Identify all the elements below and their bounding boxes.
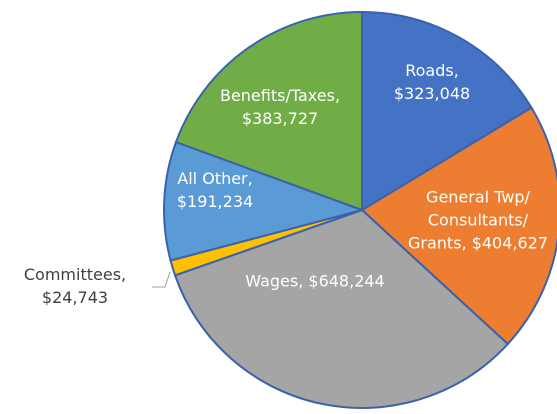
data-label: Committees, $24,743	[15, 263, 135, 309]
category-label: Wages,	[245, 271, 304, 291]
data-label: Wages, $648,244	[205, 270, 425, 293]
value-label: $24,743	[41, 288, 109, 307]
pie-slice	[361, 10, 533, 212]
value-label: $323,048	[393, 84, 471, 103]
pie-slice	[173, 208, 510, 409]
category-label: All Other,	[177, 169, 253, 188]
category-label: Committees,	[23, 265, 127, 284]
category-label: General Twp/Consultants/Grants,	[407, 187, 530, 253]
data-label: Benefits/Taxes, $383,727	[195, 84, 365, 130]
pie-slice	[163, 140, 366, 262]
pie-slice	[174, 10, 363, 212]
value-label: $404,627	[471, 233, 549, 253]
leader-line	[152, 271, 171, 288]
category-label: Roads,	[405, 61, 459, 80]
data-label: All Other, $191,234	[160, 167, 270, 213]
data-label: General Twp/Consultants/Grants, $404,627	[403, 186, 553, 255]
value-label: $191,234	[176, 192, 254, 211]
data-label: Roads, $323,048	[372, 59, 492, 105]
category-label: Benefits/Taxes,	[219, 86, 341, 105]
pie-slice	[360, 106, 557, 346]
value-label: $383,727	[241, 109, 319, 128]
value-label: $648,244	[308, 271, 385, 291]
